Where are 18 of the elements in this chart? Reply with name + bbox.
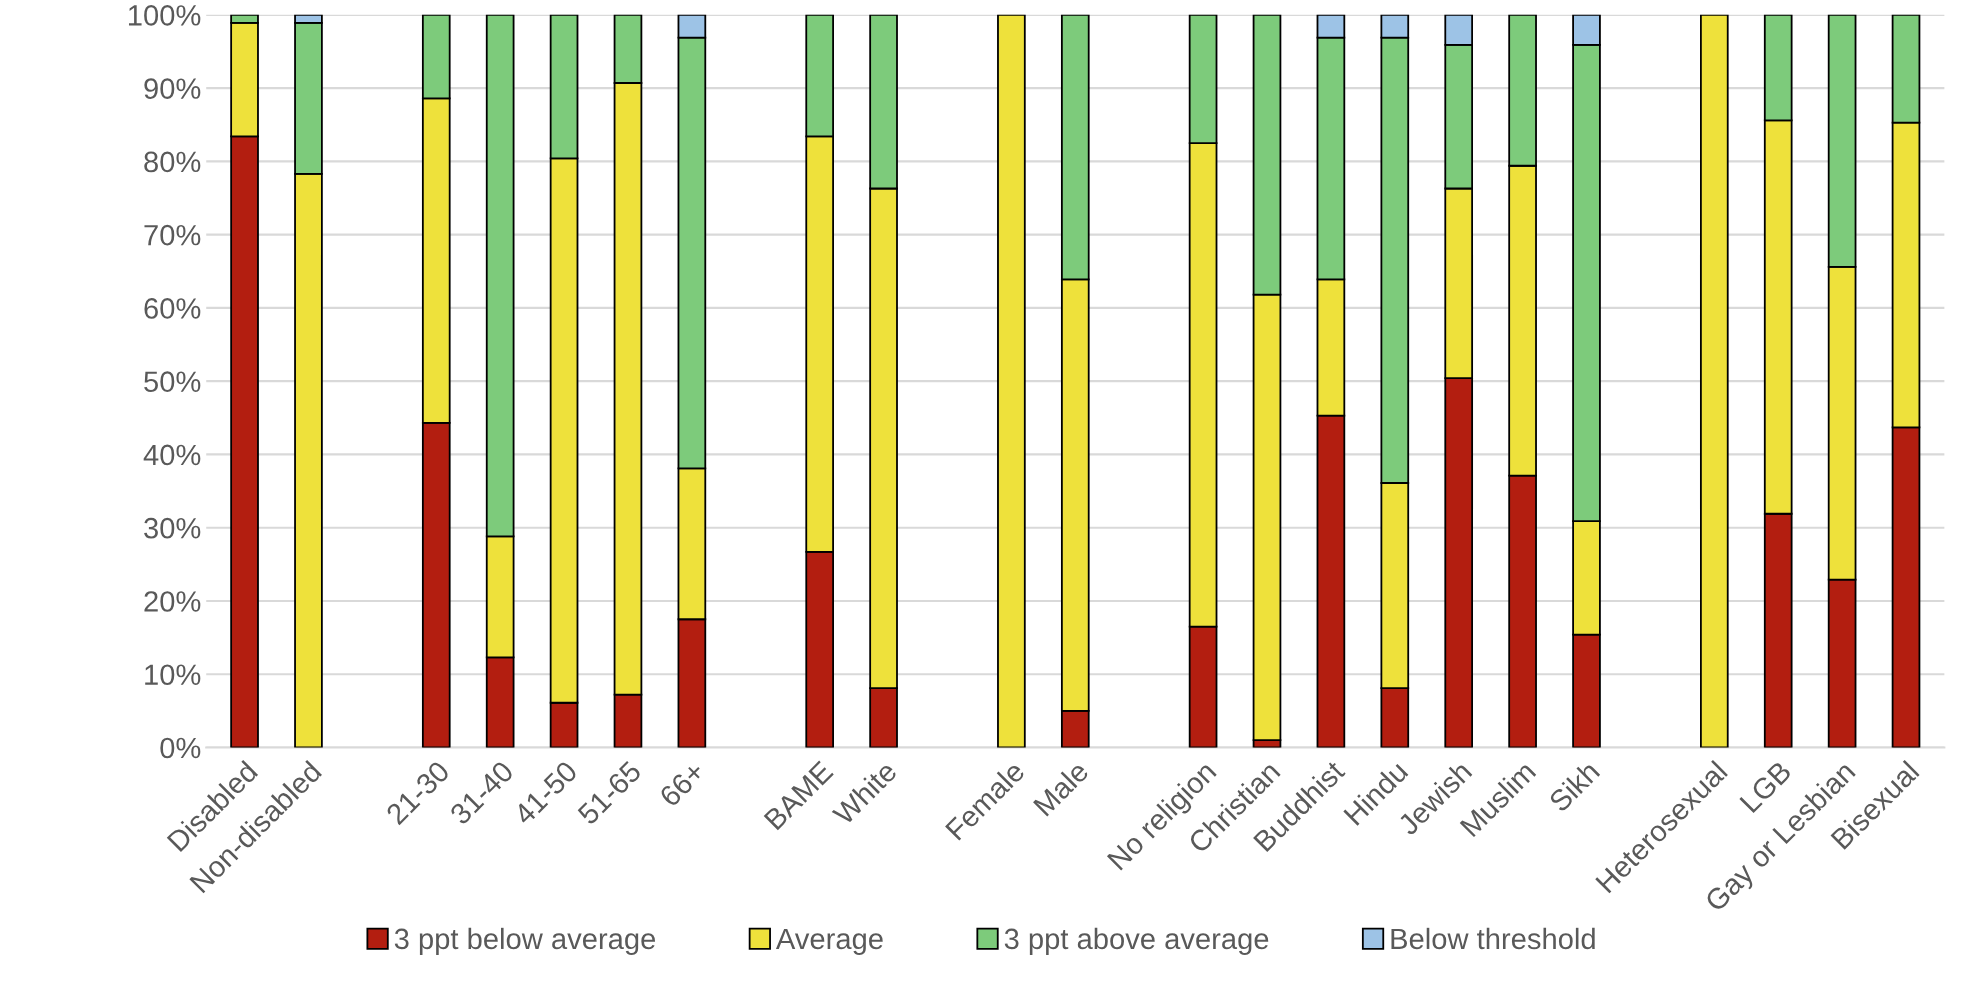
legend-label: Average <box>775 928 883 955</box>
legend-label: 3 ppt above average <box>1004 927 1269 955</box>
y-tick-label: 60% <box>144 298 201 319</box>
legend-label: Below threshold <box>1391 927 1595 950</box>
y-tick-label: 40% <box>143 444 201 466</box>
y-tick-label: 20% <box>144 591 201 612</box>
bar <box>997 14 1026 748</box>
x-tick-label: 66+ <box>658 760 707 808</box>
y-tick-label: 90% <box>144 78 201 99</box>
y-tick-label: 0% <box>160 737 201 759</box>
y-tick-label: 80% <box>144 151 201 173</box>
y-tick-label: 10% <box>145 664 201 686</box>
y-tick-label: 70% <box>144 224 201 246</box>
y-tick-label: 50% <box>144 371 201 393</box>
bar <box>1699 14 1729 748</box>
legend-label: 3 ppt below average <box>394 927 656 955</box>
y-tick-label: 30% <box>144 517 201 539</box>
y-tick-label: 100% <box>128 5 201 26</box>
